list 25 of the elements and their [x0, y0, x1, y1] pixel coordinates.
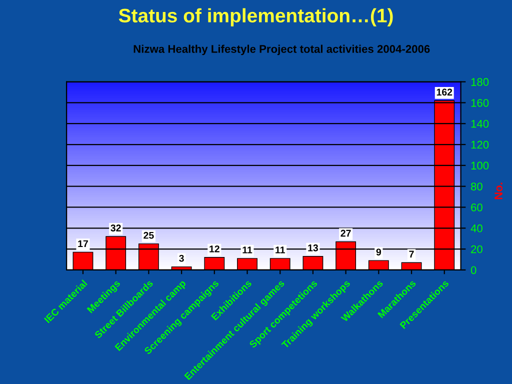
data-label: 32	[110, 224, 121, 232]
y-tick-label: 160	[471, 98, 489, 107]
y-tick-label: 100	[471, 162, 489, 170]
y-tick-label: 120	[471, 140, 489, 149]
y-tick-label: 80	[471, 182, 482, 190]
data-label: 27	[340, 230, 351, 237]
y-tick-label: 40	[470, 224, 482, 232]
data-label: 11	[242, 246, 252, 254]
chart-title: Status of implementation…(1)	[118, 8, 393, 26]
y-tick-label: 0	[470, 266, 476, 274]
chart-subtitle: Nizwa Healthy Lifestyle Project total activities 2004-2006	[134, 44, 430, 56]
data-label: 25	[144, 232, 154, 239]
data-label: 11	[276, 246, 285, 254]
y-tick-label: 180	[471, 78, 489, 86]
data-label: 9	[376, 248, 382, 256]
data-label: 3	[179, 254, 184, 262]
data-label: 13	[308, 244, 318, 252]
y-axis-title: No.	[494, 182, 502, 200]
y-tick-label: 60	[471, 204, 482, 212]
data-label: 162	[436, 88, 452, 96]
y-tick-label: 140	[471, 120, 489, 128]
y-tick-label: 20	[471, 245, 482, 254]
data-label: 17	[78, 240, 88, 248]
data-label: 12	[210, 245, 220, 252]
data-label: 7	[409, 250, 414, 258]
